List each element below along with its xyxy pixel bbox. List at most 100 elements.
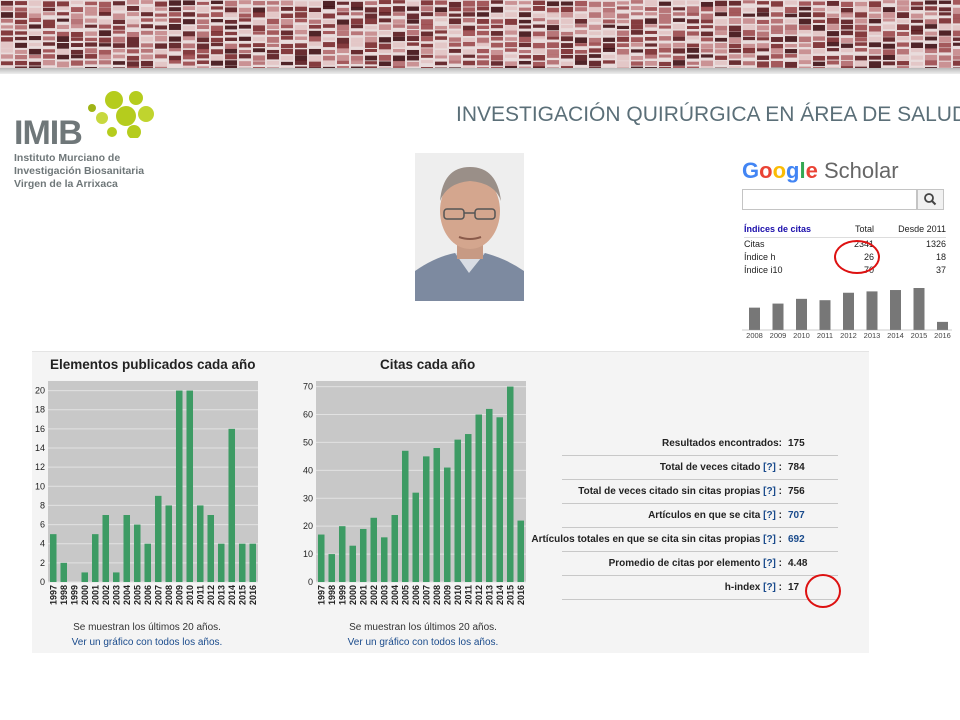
dna-banner-image [0,0,960,68]
bar-2014 [496,417,504,582]
y-tick-label: 6 [40,520,45,530]
x-tick-label: 2016 [516,585,526,605]
x-tick-label: 2009 [442,585,452,605]
scholar-year-label: 2012 [840,331,857,340]
bar-2011 [464,434,472,582]
scholar-bar [796,298,807,330]
x-tick-label: 2012 [206,585,216,605]
y-tick-label: 18 [35,405,45,415]
bar-2002 [370,517,378,582]
google-wordmark: Google [742,158,818,183]
page-title: INVESTIGACIÓN QUIRÚRGICA EN ÁREA DE SALU… [456,103,960,126]
stat-label: Resultados encontrados: [662,438,782,449]
x-tick-label: 2007 [421,585,431,605]
x-tick-label: 2011 [195,585,205,605]
stat-label: h-index [?] : [724,582,782,593]
stat-label: Total de veces citado sin citas propias … [578,486,782,497]
citations-all-years-link[interactable]: Ver un gráfico con todos los años. [347,637,499,648]
stat-row: Artículos en que se cita [?] : 707 [562,504,838,528]
help-link[interactable]: [?] [763,534,776,545]
bar-2001 [91,534,99,582]
stat-row: h-index [?] : 17 [562,576,838,600]
stat-label-text: Total de veces citado sin citas propias [578,486,761,497]
y-tick-label: 2 [40,558,45,568]
x-tick-label: 2014 [495,585,505,605]
stat-label: Artículos en que se cita [?] : [648,510,782,521]
scholar-search-button[interactable] [917,189,944,210]
bar-2010 [186,390,194,582]
citation-table-header: Índices de citas Total Desde 2011 [744,224,946,236]
help-link[interactable]: [?] [763,462,776,473]
x-tick-label: 2010 [185,585,195,605]
scholar-year-label: 2008 [746,331,763,340]
bar-2016 [249,543,257,582]
stat-value: 17 [788,582,800,593]
bar-2004 [391,515,399,582]
stat-label-text: Artículos en que se cita [648,510,761,521]
help-link[interactable]: [?] [763,486,776,497]
plot-area [316,381,526,582]
citation-header-indices[interactable]: Índices de citas [744,224,812,234]
x-tick-label: 2005 [132,585,142,605]
help-link[interactable]: [?] [763,510,776,521]
scholar-bar [890,290,901,330]
x-tick-label: 2004 [122,585,132,605]
x-tick-label: 1997 [48,585,58,605]
x-tick-label: 1997 [316,585,326,605]
scholar-wordmark: Scholar [823,158,899,183]
x-tick-label: 2001 [358,585,368,605]
bar-1998 [60,562,68,582]
y-tick-label: 20 [303,521,313,531]
row-since: 37 [935,265,946,275]
scholar-search-input[interactable] [742,189,917,210]
bar-2005 [133,524,141,582]
help-link[interactable]: [?] [763,582,776,593]
x-tick-label: 2011 [463,585,473,605]
y-tick-label: 14 [35,443,45,453]
stat-label: Promedio de citas por elemento [?] : [608,558,782,569]
bar-2009 [175,390,183,582]
stat-label-text: Resultados encontrados: [661,438,782,449]
bar-2007 [422,456,430,582]
stat-value: 4.48 [788,558,808,569]
stat-label-text: Promedio de citas por elemento [608,558,761,569]
researcher-photo [415,153,524,301]
bar-2014 [228,428,236,582]
x-tick-label: 2012 [474,585,484,605]
bar-2012 [475,414,483,582]
y-tick-label: 0 [40,577,45,587]
x-tick-label: 2000 [348,585,358,605]
y-tick-label: 16 [35,424,45,434]
scholar-citations-chart: 2008 2009 2010 2011 2012 2013 2014 2015 2016 [742,288,952,340]
scholar-year-label: 2013 [864,331,881,340]
x-tick-label: 2009 [174,585,184,605]
stat-label-text: Artículos totales en que se cita sin cit… [531,534,761,545]
x-tick-label: 2004 [390,585,400,605]
y-tick-label: 30 [303,493,313,503]
publications-all-years-link[interactable]: Ver un gráfico con todos los años. [71,637,223,648]
dna-sequencing-pattern [0,0,960,68]
x-tick-label: 2005 [400,585,410,605]
row-label: Citas [744,239,765,249]
citations-chart-title: Citas cada año [380,357,476,372]
stat-value[interactable]: 692 [788,534,805,545]
y-tick-label: 0 [308,577,313,587]
y-tick-label: 20 [35,386,45,396]
stat-value[interactable]: 707 [788,510,805,521]
scholar-year-label: 2016 [934,331,951,340]
citations-chart-note: Se muestran los últimos 20 años. [349,622,497,633]
stat-row: Total de veces citado sin citas propias … [562,480,838,504]
x-tick-label: 2006 [411,585,421,605]
stat-row: Artículos totales en que se cita sin cit… [531,528,838,552]
logo-line-1: Instituto Murciano de [14,152,121,164]
citation-header-total: Total [854,224,874,234]
x-tick-label: 2002 [101,585,111,605]
bar-2004 [123,515,131,582]
y-tick-label: 50 [303,437,313,447]
bar-1999 [338,526,346,582]
bar-2000 [349,545,357,582]
bar-1997 [49,534,57,582]
x-tick-label: 2014 [227,585,237,605]
help-link[interactable]: [?] [763,558,776,569]
